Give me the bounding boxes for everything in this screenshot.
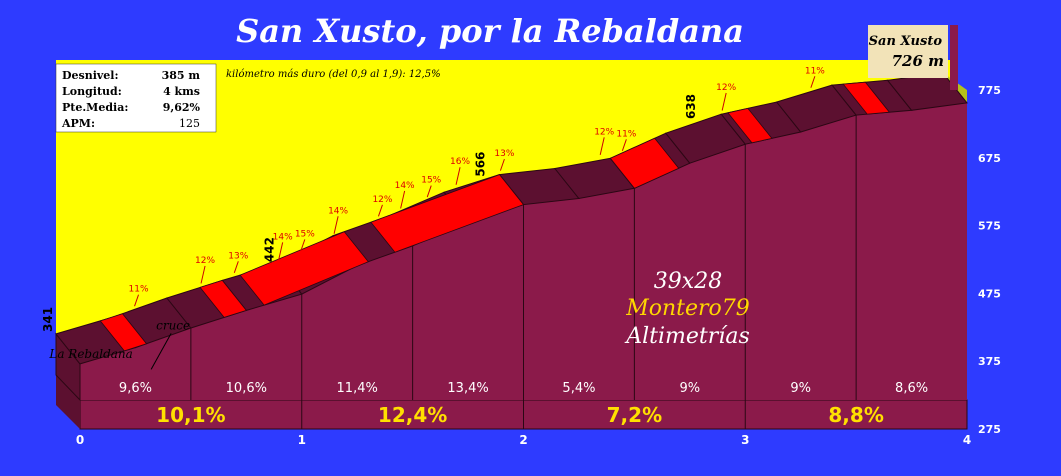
half-km-slope-label: 9% — [680, 381, 701, 396]
y-tick-label: 575 — [978, 220, 1001, 233]
hot-segment — [199, 279, 247, 318]
half-km-slope-label: 5,4% — [562, 381, 595, 396]
y-tick-label: 375 — [978, 355, 1001, 368]
slope-leader-line — [134, 294, 139, 307]
slope-label: 15% — [295, 229, 315, 239]
slope-leader-line — [278, 242, 284, 260]
summit-altitude: 726 m — [892, 52, 944, 70]
hot-segment — [609, 137, 680, 189]
summit-box: San Xusto 726 m — [868, 25, 958, 90]
altitude-mark: 638 — [684, 94, 698, 119]
slope-leader-line — [455, 167, 461, 185]
slope-label: 14% — [273, 232, 293, 242]
stat-label: Pte.Media: — [62, 101, 128, 114]
km-average-label: 12,4% — [378, 403, 447, 427]
stat-value: 4 kms — [163, 85, 200, 98]
slope-leader-line — [599, 137, 605, 155]
slope-label: 12% — [594, 127, 614, 137]
x-tick-label: 0 — [76, 433, 84, 447]
slope-label: 12% — [716, 83, 736, 93]
y-tick-label: 475 — [978, 287, 1001, 300]
stat-value: 9,62% — [163, 101, 201, 114]
watermark-line-1: 39x28 — [654, 269, 722, 294]
watermark-line-3: Altimetrías — [624, 324, 749, 349]
slope-label: 12% — [195, 256, 215, 266]
slope-leader-line — [400, 190, 406, 209]
watermark-line-2: Montero79 — [625, 296, 750, 321]
slope-label: 11% — [129, 285, 149, 295]
half-km-slope-label: 8,6% — [895, 381, 928, 396]
slope-label: 11% — [805, 66, 825, 76]
slope-label: 13% — [228, 251, 248, 261]
slope-leader-line — [233, 261, 239, 274]
summit-name: San Xusto — [869, 34, 943, 49]
slope-leader-line — [426, 185, 432, 198]
slope-label: 12% — [372, 195, 392, 205]
altitude-mark: 442 — [263, 237, 277, 262]
stat-value: 385 m — [162, 69, 201, 82]
y-tick-label: 275 — [978, 423, 1001, 436]
slope-leader-line — [333, 216, 339, 234]
chart-title: San Xusto, por la Rebaldana — [236, 12, 744, 50]
cruce-leader-line — [150, 333, 172, 370]
km-average-label: 8,8% — [828, 403, 883, 427]
y-tick-label: 775 — [978, 84, 1001, 97]
slope-leader-line — [621, 139, 627, 151]
hardest-km-note: kilómetro más duro (del 0,9 al 1,9): 12,… — [226, 69, 441, 80]
stat-label: Desnivel: — [62, 69, 119, 82]
stats-box — [55, 63, 217, 133]
slope-leader-line — [300, 239, 306, 252]
slope-label: 11% — [616, 129, 636, 139]
x-tick-label: 2 — [519, 433, 527, 447]
stat-value: 125 — [179, 117, 200, 130]
altitude-mark: 566 — [473, 152, 487, 177]
hot-segment — [239, 231, 369, 306]
km-average-label: 7,2% — [607, 403, 662, 427]
km-average-label: 10,1% — [156, 403, 225, 427]
bottom-band-left-face — [56, 375, 80, 429]
half-km-slope-label: 10,6% — [226, 381, 267, 396]
slope-label: 13% — [494, 149, 514, 159]
chart-labels: 9,6% 10,6% 11,4% 13,4% 5,4% 9% 9% 8,6% 10,1% 12,4… — [41, 66, 928, 427]
slope-leader-line — [721, 92, 727, 111]
slope-label: 16% — [450, 157, 470, 167]
stats-list: Desnivel: 385 m Longitud: 4 kms Pte.Media: 9,… — [61, 69, 201, 130]
place-label: La Rebaldana — [48, 347, 132, 361]
slope-leader-line — [499, 158, 505, 171]
axes: 0 1 2 3 4 275 375 475 575 675 775 — [76, 84, 1001, 447]
x-tick-label: 1 — [298, 433, 306, 447]
half-km-slope-label: 9% — [790, 381, 811, 396]
hot-segment — [727, 107, 773, 144]
slope-leader-line — [377, 204, 383, 217]
x-tick-label: 3 — [741, 433, 749, 447]
altitude-mark: 341 — [41, 307, 55, 332]
km-dividers — [190, 115, 857, 429]
place-label: cruce — [156, 318, 190, 332]
half-km-slope-label: 9,6% — [119, 381, 152, 396]
half-km-slope-label: 13,4% — [447, 381, 488, 396]
slope-leader-line — [200, 265, 206, 284]
slope-label: 14% — [395, 181, 415, 191]
profile-top-strip — [55, 72, 968, 365]
slope-leader-line — [810, 76, 816, 88]
slope-label: 14% — [328, 206, 348, 216]
y-tick-label: 675 — [978, 152, 1001, 165]
x-tick-label: 4 — [963, 433, 971, 447]
stat-label: Longitud: — [62, 85, 122, 98]
hot-segment — [99, 313, 148, 352]
hot-segment — [842, 81, 891, 115]
half-km-slope-label: 11,4% — [337, 381, 378, 396]
stat-label: APM: — [61, 117, 95, 130]
slope-label: 15% — [421, 176, 441, 186]
